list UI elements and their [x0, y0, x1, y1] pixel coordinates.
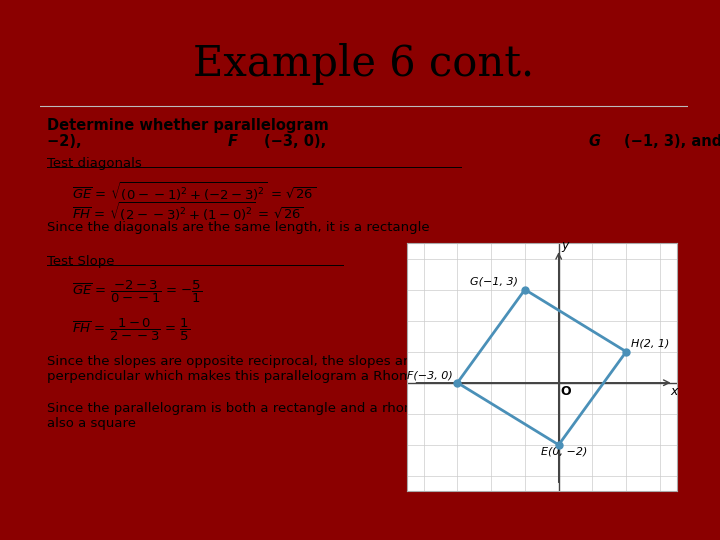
Text: $\overline{GE}$ = $\dfrac{-2-3}{0--1}$ = $-\dfrac{5}{1}$: $\overline{GE}$ = $\dfrac{-2-3}{0--1}$ =… — [72, 279, 202, 305]
Text: Determine whether parallelogram: Determine whether parallelogram — [48, 118, 334, 133]
Text: G: G — [588, 134, 600, 149]
Text: −2),: −2), — [48, 134, 87, 149]
Text: (−1, 3), and: (−1, 3), and — [624, 134, 720, 149]
Text: Since the parallelogram is both a rectangle and a rhombus, it is: Since the parallelogram is both a rectan… — [48, 402, 473, 415]
Text: E(0, −2): E(0, −2) — [541, 446, 587, 456]
Text: Test diagonals: Test diagonals — [48, 157, 142, 170]
Text: O: O — [561, 384, 572, 397]
Text: F: F — [228, 134, 238, 149]
Text: (−3, 0),: (−3, 0), — [264, 134, 331, 149]
Text: Since the diagonals are the same length, it is a rectangle: Since the diagonals are the same length,… — [48, 221, 430, 234]
Text: G(−1, 3): G(−1, 3) — [470, 277, 518, 287]
Text: $\overline{FH}$ = $\dfrac{1-0}{2--3}$ = $\dfrac{1}{5}$: $\overline{FH}$ = $\dfrac{1-0}{2--3}$ = … — [72, 317, 190, 343]
Text: perpendicular which makes this parallelogram a Rhombus: perpendicular which makes this parallelo… — [48, 370, 436, 383]
Text: x: x — [670, 385, 678, 398]
Text: also a square: also a square — [48, 416, 136, 429]
Text: $\overline{FH}$ = $\sqrt{(2--3)^2+(1-0)^2}$ = $\sqrt{26}$: $\overline{FH}$ = $\sqrt{(2--3)^2+(1-0)^… — [72, 200, 304, 223]
Text: Test Slope: Test Slope — [48, 255, 115, 268]
Text: Since the slopes are opposite reciprocal, the slopes are: Since the slopes are opposite reciprocal… — [48, 355, 417, 368]
Text: $\overline{GE}$ = $\sqrt{(0--1)^2+(-2-3)^2}$ = $\sqrt{26}$: $\overline{GE}$ = $\sqrt{(0--1)^2+(-2-3)… — [72, 180, 316, 202]
Text: H(2, 1): H(2, 1) — [631, 338, 670, 348]
Text: Example 6 cont.: Example 6 cont. — [193, 44, 534, 85]
Text: y: y — [561, 239, 568, 252]
Text: F(−3, 0): F(−3, 0) — [407, 370, 452, 380]
